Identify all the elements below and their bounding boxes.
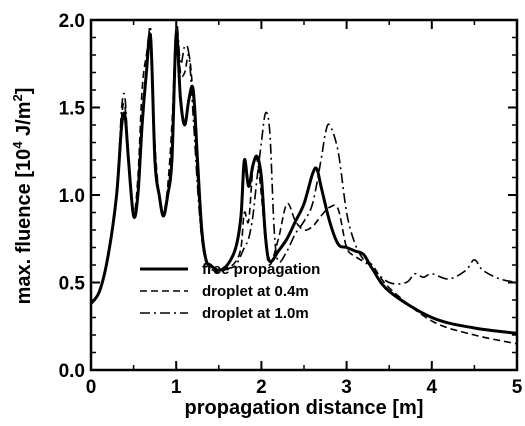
- x-tick-label: 4: [427, 377, 438, 398]
- y-axis-title-suffix: ]: [13, 88, 35, 95]
- x-tick-label: 0: [86, 377, 97, 398]
- x-tick-label: 3: [341, 377, 352, 398]
- legend-label-2: droplet at 0.4m: [202, 283, 309, 300]
- x-axis-title: propagation distance [m]: [185, 397, 424, 419]
- y-axis-title-exp2: 2: [10, 94, 25, 101]
- x-tick-label: 1: [171, 377, 182, 398]
- y-tick-label: 0.5: [59, 274, 86, 295]
- y-tick-label: 1.0: [59, 186, 85, 207]
- y-tick-label: 0.0: [59, 361, 85, 382]
- series-line-1: [89, 31, 518, 335]
- x-tick-label: 5: [512, 377, 523, 398]
- series-line-2: [90, 27, 518, 345]
- axes-layer: 0 1 2 3 4 5 0.0 0.5 1.0 1.5 2.0: [59, 11, 523, 398]
- series-layer: [89, 22, 518, 345]
- y-tick-label: 1.5: [59, 99, 86, 120]
- y-tick-label: 2.0: [59, 11, 85, 32]
- y-axis-title-exp1: 4: [10, 141, 25, 149]
- legend: free propagation droplet at 0.4m droplet a…: [140, 261, 320, 322]
- series-line-3: [90, 22, 518, 305]
- legend-label-3: droplet at 1.0m: [202, 305, 309, 322]
- y-axis-title-mid: J/m: [13, 102, 35, 142]
- legend-label-1: free propagation: [202, 261, 320, 278]
- y-axis-title-prefix: max. fluence [10: [13, 149, 35, 305]
- y-axis-title: max. fluence [104 J/m2]: [10, 88, 35, 305]
- x-tick-label: 2: [256, 377, 267, 398]
